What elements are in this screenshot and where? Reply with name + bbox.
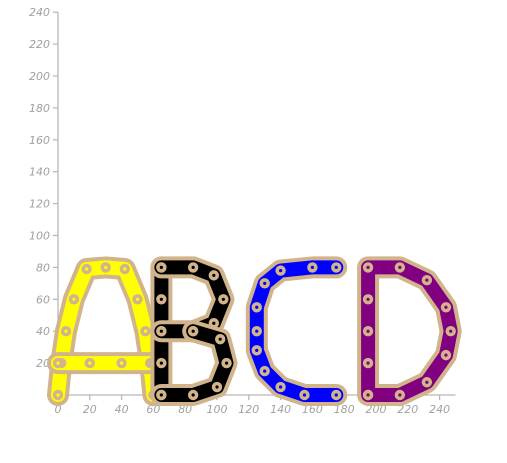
- chain-pin-center: [221, 297, 225, 301]
- letter-b: [150, 256, 238, 406]
- chain-pin-center: [263, 281, 267, 285]
- chain-pin-center: [191, 393, 195, 397]
- x-tick-label: 220: [397, 403, 418, 416]
- chain-body: [51, 260, 161, 402]
- chain-pin-center: [56, 361, 60, 365]
- chain-pin-center: [212, 321, 216, 325]
- chart-plot-area: [47, 256, 462, 406]
- chain-pin-center: [88, 361, 92, 365]
- chain-pin-center: [255, 329, 259, 333]
- chain-pin-center: [218, 337, 222, 341]
- x-tick-label: 240: [429, 403, 450, 416]
- chain-pin-center: [366, 329, 370, 333]
- chain-pin-center: [191, 265, 195, 269]
- chain-pin-center: [444, 353, 448, 357]
- y-tick-label: 40: [36, 325, 50, 338]
- x-tick-label: 200: [366, 403, 387, 416]
- chain-pin-center: [159, 297, 163, 301]
- chain-pin-center: [334, 265, 338, 269]
- chain-pin-center: [135, 297, 140, 301]
- y-tick-label: 220: [29, 38, 50, 51]
- chain-pin-center: [123, 267, 127, 271]
- x-tick-label: 0: [55, 403, 62, 416]
- x-tick-label: 120: [238, 403, 259, 416]
- chain-pin-center: [159, 329, 163, 333]
- x-tick-label: 20: [83, 403, 97, 416]
- chain-pin-center: [191, 329, 195, 333]
- chain-pin-center: [56, 393, 60, 397]
- chain-pin-center: [215, 385, 219, 389]
- chain-pin-center: [212, 273, 216, 277]
- chain-pin-center: [425, 380, 429, 384]
- y-tick-label: 240: [29, 6, 50, 19]
- letter-c: [245, 256, 348, 406]
- chain-pin-center: [85, 267, 89, 271]
- chain-pin-center: [224, 361, 229, 365]
- chain-pin-center: [398, 265, 402, 269]
- y-tick-label: 180: [29, 102, 50, 115]
- y-tick-label: 160: [29, 134, 50, 147]
- chain-pin-center: [366, 393, 370, 397]
- chain-pin-center: [159, 265, 163, 269]
- x-tick-label: 60: [146, 403, 160, 416]
- chain-pin-center: [334, 393, 338, 397]
- y-tick-label: 200: [29, 70, 50, 83]
- chain-pin-center: [159, 361, 163, 365]
- chain-pin-center: [255, 348, 259, 352]
- y-tick-label: 100: [29, 230, 50, 243]
- chain-pin-center: [366, 265, 370, 269]
- y-tick-label: 20: [36, 357, 50, 370]
- chain-body: [361, 260, 458, 402]
- y-tick-label: 120: [29, 198, 50, 211]
- y-tick-label: 80: [36, 261, 50, 274]
- letter-a: [47, 256, 165, 406]
- chain-pin-center: [104, 265, 108, 269]
- chain-pin-center: [159, 393, 163, 397]
- chain-pin-center: [279, 385, 283, 389]
- chain-pin-center: [255, 305, 259, 309]
- chain-pin-center: [143, 329, 148, 333]
- chart-axes: 20 40 60 80 100 120 140 160 180 200 220 240 0 20 40 60 8…: [29, 6, 456, 416]
- chain-pin-center: [425, 278, 429, 282]
- chain-pin-center: [449, 329, 453, 333]
- y-tick-label: 60: [36, 293, 50, 306]
- x-tick-label: 160: [302, 403, 323, 416]
- chain-pin-center: [64, 329, 68, 333]
- chain-pin-center: [366, 297, 370, 301]
- chain-pin-center: [310, 265, 314, 269]
- x-tick-label: 100: [207, 403, 228, 416]
- chain-pin-center: [263, 369, 267, 373]
- letter-d: [357, 256, 462, 406]
- x-tick-label: 80: [178, 403, 192, 416]
- x-tick-label: 40: [115, 403, 129, 416]
- chain-pin-center: [72, 297, 76, 301]
- chain-pin-center: [302, 393, 307, 397]
- x-tick-label: 140: [270, 403, 291, 416]
- y-tick-label: 140: [29, 166, 50, 179]
- chain-pin-center: [444, 305, 448, 309]
- x-tick-label: 180: [334, 403, 355, 416]
- chain-pin-center: [279, 268, 283, 273]
- chain-pin-center: [366, 361, 370, 365]
- chain-pin-center: [398, 393, 402, 397]
- chain-pin-center: [120, 361, 124, 365]
